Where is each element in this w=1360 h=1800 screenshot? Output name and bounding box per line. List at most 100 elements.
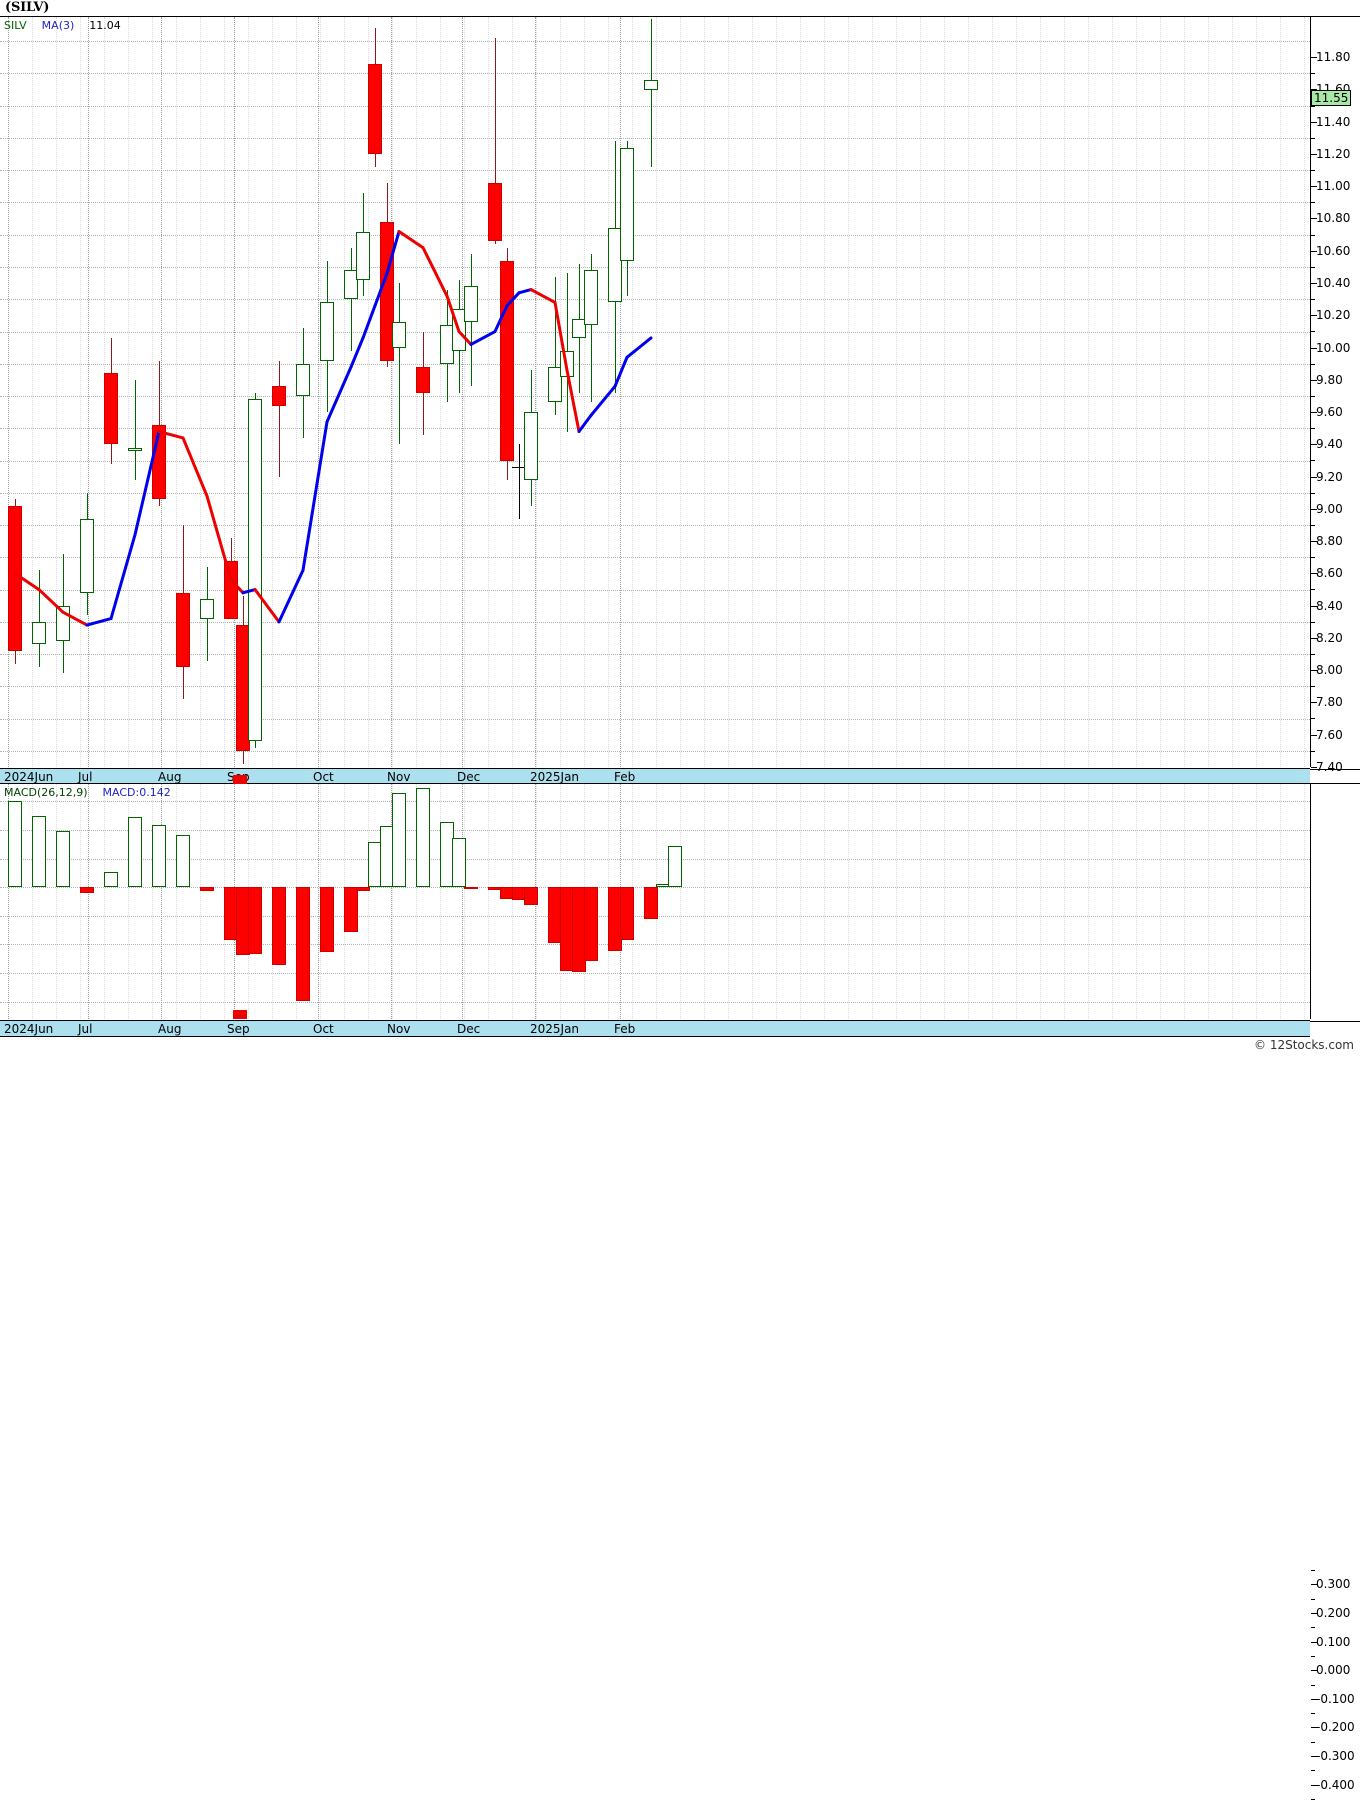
macd-vgridline-minor (944, 784, 945, 1019)
price-vgridline-minor (1040, 17, 1041, 767)
price-vgridline-minor (152, 17, 153, 767)
legend-symbol: SILV (4, 19, 27, 32)
macd-bar (584, 887, 598, 962)
candle-body (368, 63, 382, 155)
price-vgridline-minor (1016, 17, 1017, 767)
price-y-label: 9.40 (1316, 437, 1343, 452)
macd-plot-area[interactable] (0, 784, 1310, 1019)
candle-body (464, 286, 478, 322)
price-y-minor-tick (1311, 73, 1315, 75)
macd-vgridline-minor (32, 784, 33, 1019)
macd-panel: 0.300 0.200 0.100 0.000 -0.100 -0.200 -0.300 -0… (0, 783, 1360, 1800)
macd-vgridline (462, 784, 463, 1019)
macd-y-minor-tick (1311, 1627, 1315, 1629)
price-gridline (0, 202, 1310, 204)
price-gridline (0, 686, 1310, 688)
price-plot-area[interactable] (0, 17, 1310, 767)
macd-vgridline-minor (1016, 784, 1017, 1019)
candle-body (104, 373, 118, 445)
price-vgridline (462, 17, 463, 767)
price-legend: SILV MA(3) 11.04 (4, 19, 121, 32)
x-axis-label: Feb (614, 1022, 636, 1036)
macd-bar (152, 824, 166, 888)
candle-body (512, 467, 526, 468)
macd-vgridline-minor (440, 784, 441, 1019)
macd-vgridline-minor (680, 784, 681, 1019)
candle-body (248, 399, 262, 742)
macd-y-label: -0.400 (1316, 1777, 1355, 1792)
price-vgridline-minor (680, 17, 681, 767)
price-y-label: 8.80 (1316, 534, 1343, 549)
price-vgridline-minor (368, 17, 369, 767)
macd-legend-name: MACD(26,12,9) (4, 786, 88, 799)
macd-vgridline-minor (872, 784, 873, 1019)
price-y-tick (1311, 315, 1317, 317)
macd-y-label: 0.200 (1316, 1605, 1351, 1620)
candle-body (32, 621, 46, 645)
price-y-tick (1311, 766, 1317, 768)
ma-segment (361, 304, 377, 340)
price-y-label: 8.00 (1316, 663, 1343, 678)
candle-body (200, 599, 214, 619)
macd-bar (320, 887, 334, 953)
price-y-minor-tick (1311, 428, 1315, 430)
x-axis-label: Aug (158, 770, 182, 784)
macd-vgridline-minor (1256, 784, 1257, 1019)
price-vgridline-minor (200, 17, 201, 767)
price-vgridline-minor (1088, 17, 1089, 767)
legend-ma-label: MA(3) (41, 19, 75, 32)
macd-vgridline-minor (1184, 784, 1185, 1019)
price-y-minor-tick (1311, 266, 1315, 268)
x-axis-label: 2025Jan (530, 1022, 580, 1036)
price-vgridline-minor (1232, 17, 1233, 767)
macd-bar (80, 887, 94, 894)
price-y-label: 10.40 (1316, 276, 1351, 290)
price-vgridline-minor (392, 17, 393, 767)
price-y-label: 11.00 (1316, 179, 1351, 194)
price-gridline (0, 557, 1310, 559)
price-vgridline (620, 17, 621, 767)
price-vgridline-minor (1304, 17, 1305, 767)
macd-vgridline-minor (1064, 784, 1065, 1019)
candle-wick (495, 37, 496, 245)
price-vgridline (535, 17, 536, 767)
macd-vgridline-minor (1280, 784, 1281, 1019)
price-y-minor-tick (1311, 234, 1315, 236)
price-vgridline-minor (800, 17, 801, 767)
price-vgridline-minor (776, 17, 777, 767)
price-vgridline (161, 17, 162, 767)
legend-ma-value: 11.04 (89, 19, 121, 32)
candle-wick (279, 360, 280, 477)
macd-vgridline-minor (776, 784, 777, 1019)
price-y-tick (1311, 347, 1317, 349)
price-gridline (0, 460, 1310, 462)
macd-y-label: 0.300 (1316, 1577, 1351, 1592)
ma-segment (469, 330, 497, 346)
price-y-minor-tick (1311, 557, 1315, 559)
x-axis-label: Feb (614, 770, 636, 784)
macd-vgridline-minor (176, 784, 177, 1019)
macd-bar (104, 872, 118, 888)
price-vgridline-minor (656, 17, 657, 767)
macd-vgridline-minor (800, 784, 801, 1019)
macd-bar (464, 887, 478, 890)
candle-wick (351, 247, 352, 351)
current-period-marker (233, 775, 247, 784)
current-period-marker-macd (233, 1010, 247, 1019)
candle-body (392, 321, 406, 348)
macd-bar (296, 887, 310, 1002)
price-y-tick (1311, 476, 1317, 478)
price-vgridline-minor (896, 17, 897, 767)
ma-segment (301, 420, 329, 572)
price-vgridline-minor (704, 17, 705, 767)
macd-vgridline-minor (1232, 784, 1233, 1019)
price-gridline (0, 41, 1310, 43)
ma-segment (109, 533, 137, 621)
candle-body (356, 231, 370, 280)
price-vgridline (8, 17, 9, 767)
macd-gridline (0, 858, 1310, 860)
price-y-minor-tick (1311, 653, 1315, 655)
ma-segment (181, 436, 209, 498)
macd-y-label: -0.200 (1316, 1720, 1355, 1735)
